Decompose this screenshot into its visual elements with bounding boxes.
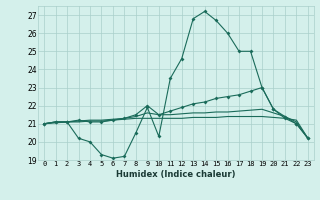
X-axis label: Humidex (Indice chaleur): Humidex (Indice chaleur): [116, 170, 236, 179]
